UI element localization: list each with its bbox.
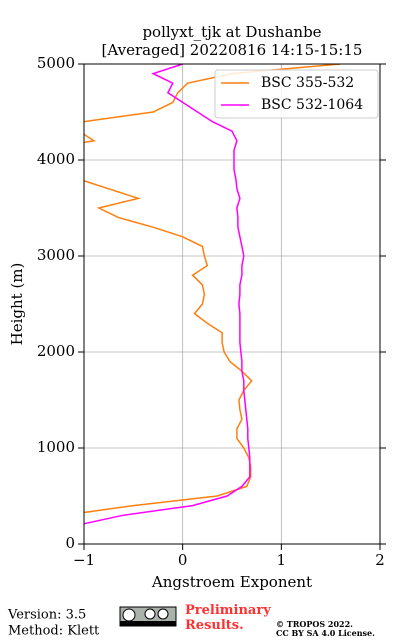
y-tick-label: 3000 — [37, 246, 75, 264]
x-axis-label: Angstroem Exponent — [151, 573, 312, 591]
version: Version: 3.5 — [7, 608, 86, 623]
y-tick-label: 2000 — [37, 342, 75, 360]
series-line — [84, 64, 251, 525]
method: Method: Klett — [8, 624, 100, 639]
legend: BSC 355-532 BSC 532-1064 — [214, 69, 379, 119]
cc-badge — [119, 606, 177, 627]
plot-frame — [83, 63, 381, 545]
legend-label: BSC 355-532 — [261, 75, 354, 91]
chart-subtitle: [Averaged] 20220816 14:15-15:15 — [102, 41, 363, 59]
plot-lines — [84, 64, 341, 525]
preliminary-text: Results. — [185, 618, 244, 633]
y-axis-label: Height (m) — [8, 263, 26, 346]
legend-box — [214, 69, 379, 119]
chart-title: pollyxt_tjk at Dushanbe — [142, 23, 321, 41]
preliminary-text: Preliminary — [185, 603, 271, 618]
legend-label: BSC 532-1064 — [261, 97, 363, 113]
copyright: © TROPOS 2022. — [276, 619, 353, 629]
x-tick-label: −1 — [73, 551, 95, 569]
license: CC BY SA 4.0 License. — [276, 628, 375, 638]
x-tick-label: 1 — [277, 551, 287, 569]
y-tick-label: 5000 — [37, 54, 75, 72]
series-line — [84, 64, 341, 514]
preliminary-note: Preliminary Results. — [185, 603, 275, 633]
x-tick-label: 0 — [178, 551, 188, 569]
x-tick-label: 2 — [375, 551, 385, 569]
y-tick-label: 0 — [65, 534, 75, 552]
y-tick-label: 4000 — [37, 150, 75, 168]
y-tick-label: 1000 — [37, 438, 75, 456]
